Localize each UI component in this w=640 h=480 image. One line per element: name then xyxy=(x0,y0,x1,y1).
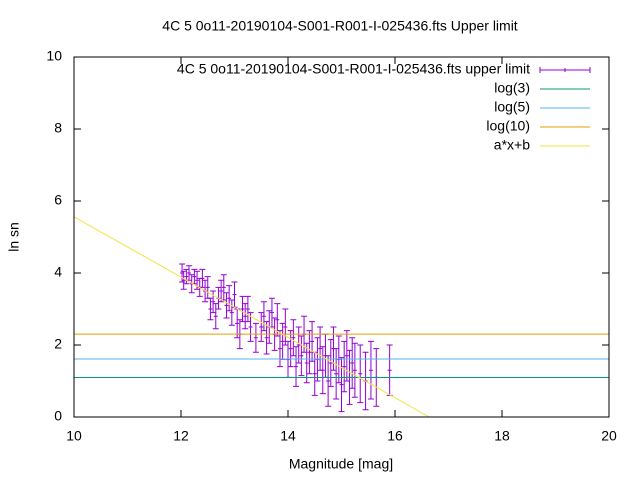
error-bar xyxy=(386,344,393,396)
error-bar xyxy=(282,308,289,346)
error-bar xyxy=(260,301,267,332)
error-bar xyxy=(367,340,374,400)
error-bar xyxy=(327,339,334,387)
error-bar xyxy=(199,268,206,288)
error-bar xyxy=(247,312,254,342)
error-bar xyxy=(207,297,214,321)
error-bar xyxy=(311,351,318,396)
y-tick-label: 4 xyxy=(54,264,62,280)
error-bar xyxy=(258,312,265,342)
error-bar xyxy=(239,295,246,323)
error-bar xyxy=(341,340,348,393)
y-tick-label: 6 xyxy=(54,192,62,208)
error-bar xyxy=(180,270,187,290)
error-bar xyxy=(223,292,230,319)
error-bar xyxy=(293,346,300,387)
error-bar xyxy=(220,274,227,301)
error-bar xyxy=(306,330,313,375)
error-bar xyxy=(226,285,233,312)
legend-label: a*x+b xyxy=(494,137,530,153)
y-tick-label: 0 xyxy=(54,408,62,424)
y-axis-label: ln sn xyxy=(6,222,22,252)
error-bar xyxy=(183,268,190,285)
error-bar xyxy=(325,355,332,407)
y-tick-label: 2 xyxy=(54,336,62,352)
error-bar xyxy=(298,335,305,377)
x-tick-label: 12 xyxy=(173,428,189,444)
error-bar xyxy=(186,265,193,281)
error-bar xyxy=(263,321,270,355)
x-tick-label: 14 xyxy=(280,428,296,444)
error-bar xyxy=(349,337,356,389)
error-bar xyxy=(287,330,294,368)
error-bar xyxy=(194,270,201,290)
error-bar xyxy=(295,326,302,364)
y-tick-label: 8 xyxy=(54,120,62,136)
x-tick-label: 16 xyxy=(387,428,403,444)
error-bar xyxy=(268,297,275,328)
fit-line xyxy=(74,216,430,417)
legend-label: log(5) xyxy=(494,99,530,115)
y-tick-label: 10 xyxy=(46,48,62,64)
error-bar xyxy=(179,263,186,283)
error-bar xyxy=(333,348,340,400)
error-bar xyxy=(234,308,241,339)
error-bar xyxy=(231,281,238,308)
plot-frame xyxy=(73,56,610,418)
error-bar xyxy=(357,344,364,404)
legend-label: log(3) xyxy=(494,80,530,96)
error-bar xyxy=(210,290,217,314)
error-bar xyxy=(276,330,283,368)
error-bar xyxy=(191,268,198,285)
error-bar xyxy=(218,279,225,303)
error-bar xyxy=(228,299,235,326)
error-bar xyxy=(338,357,345,413)
legend-swatch xyxy=(539,67,591,73)
error-bar xyxy=(317,326,324,371)
error-bar xyxy=(319,346,326,395)
error-bar xyxy=(274,303,281,337)
error-bar xyxy=(244,295,251,323)
error-bar xyxy=(290,319,297,357)
error-bar xyxy=(309,321,316,362)
error-bar xyxy=(242,303,249,330)
error-bar xyxy=(279,322,286,360)
error-bar xyxy=(303,342,310,384)
x-tick-label: 20 xyxy=(601,428,617,444)
error-bar xyxy=(343,330,350,382)
legend-label: 4C 5 0o11-20190104-S001-R001-I-025436.ft… xyxy=(177,61,530,77)
error-bar xyxy=(252,322,259,353)
error-bar xyxy=(351,342,358,398)
x-axis-label: Magnitude [mag] xyxy=(289,456,393,472)
legend-label: log(10) xyxy=(486,118,530,134)
x-tick-label: 18 xyxy=(494,428,510,444)
chart-title: 4C 5 0o11-20190104-S001-R001-I-025436.ft… xyxy=(162,18,518,34)
x-tick-label: 10 xyxy=(66,428,82,444)
error-bar xyxy=(212,303,219,330)
